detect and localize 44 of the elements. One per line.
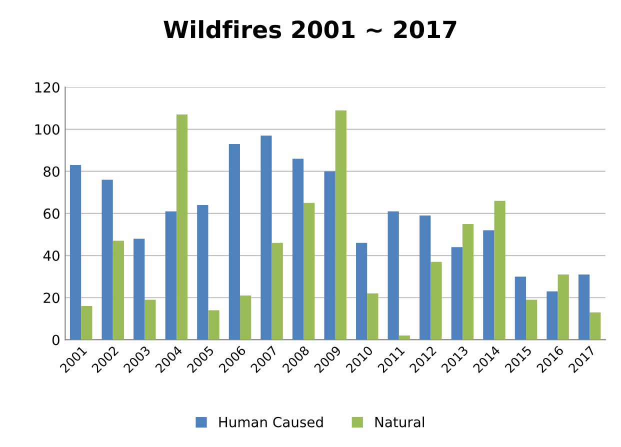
bar <box>546 291 558 340</box>
y-tick-label: 120 <box>35 82 60 93</box>
bar <box>324 171 336 340</box>
bar <box>462 224 474 340</box>
y-tick-label: 0 <box>52 334 60 346</box>
bar <box>590 312 601 340</box>
bar <box>81 306 92 340</box>
bar <box>240 296 252 340</box>
bar <box>451 247 462 340</box>
bar <box>165 211 176 340</box>
bar <box>483 230 494 340</box>
y-tick-label: 20 <box>44 292 60 304</box>
bar <box>388 211 399 340</box>
bar <box>70 165 82 340</box>
bar <box>260 136 272 340</box>
bar <box>356 242 368 340</box>
bar <box>494 200 506 340</box>
bar <box>514 276 526 340</box>
bar <box>430 262 442 340</box>
bar <box>102 180 113 340</box>
legend-label: Natural <box>375 416 424 428</box>
bar <box>197 205 208 340</box>
bar <box>176 114 188 340</box>
bar <box>367 293 378 340</box>
y-tick-label: 40 <box>43 250 60 262</box>
bar <box>134 238 145 340</box>
bar <box>578 274 590 340</box>
bar <box>144 300 156 340</box>
y-tick-label: 100 <box>35 124 60 135</box>
bar <box>112 240 124 340</box>
bar <box>228 144 240 340</box>
y-tick-label: 80 <box>44 166 60 177</box>
bar <box>292 158 304 340</box>
bar <box>420 216 431 340</box>
bar <box>558 274 569 340</box>
bar <box>272 242 283 340</box>
bar <box>304 202 315 340</box>
y-tick-label: 60 <box>44 208 60 219</box>
bar <box>208 310 220 340</box>
chart-title: Wildfires 2001 ~ 2017 <box>164 20 456 38</box>
bar <box>335 110 346 340</box>
bar <box>526 300 538 340</box>
legend-label: Human Caused <box>219 416 323 428</box>
bar <box>398 336 410 340</box>
